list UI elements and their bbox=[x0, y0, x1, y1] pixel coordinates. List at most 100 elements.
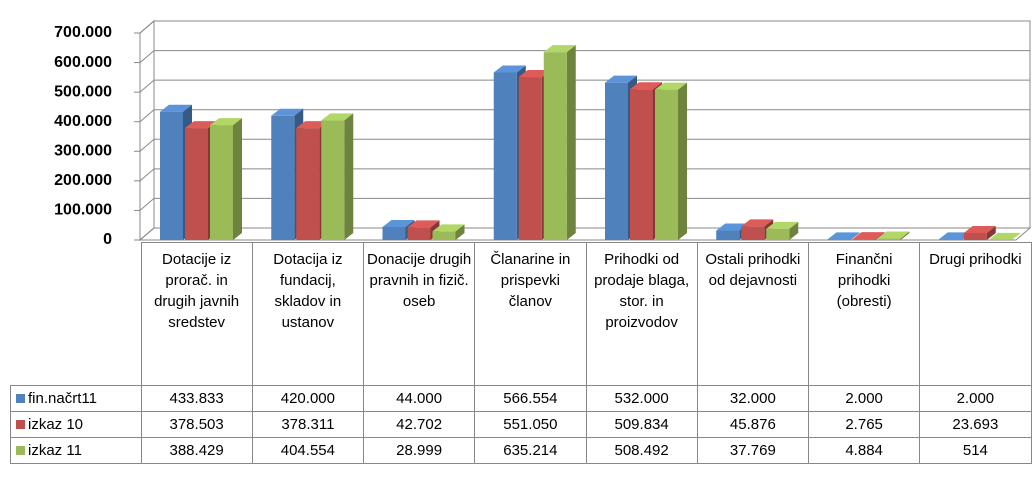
legend-label: izkaz 11 bbox=[28, 442, 82, 459]
category-label: Donacije drugih pravnih in fizič. oseb bbox=[362, 242, 476, 386]
bar bbox=[296, 128, 320, 240]
bar-top bbox=[741, 219, 774, 227]
value-cell: 635.214 bbox=[474, 437, 587, 464]
bar-top bbox=[852, 232, 885, 240]
y-tick-label: 300.000 bbox=[54, 143, 112, 160]
value-cell: 404.554 bbox=[251, 437, 365, 464]
bar-top bbox=[296, 121, 329, 129]
bar bbox=[543, 52, 567, 241]
grid-line bbox=[139, 109, 155, 123]
legend-label: izkaz 10 bbox=[28, 416, 84, 433]
value-cell: 509.834 bbox=[585, 411, 698, 438]
bar-side bbox=[789, 221, 799, 240]
bar-side bbox=[850, 232, 860, 240]
series-row: izkaz 11 388.429 404.554 28.999 635.214 508.4… bbox=[10, 437, 1032, 464]
category-label: Ostali prihodki od dejavnosti bbox=[696, 242, 810, 386]
grid-line bbox=[139, 20, 155, 34]
category-label: Dotacije iz prorač. in drugih javnih sre… bbox=[140, 242, 253, 386]
grid-line bbox=[139, 79, 155, 93]
bar-side bbox=[1011, 232, 1021, 240]
bar-side bbox=[986, 225, 996, 240]
category-label: Članarine in prispevki članov bbox=[474, 242, 587, 386]
bar-top bbox=[766, 221, 799, 229]
value-cell: 32.000 bbox=[696, 385, 810, 412]
bar-side bbox=[233, 118, 242, 240]
bar-top bbox=[210, 118, 242, 126]
bar-top bbox=[630, 82, 662, 90]
bar bbox=[605, 82, 628, 241]
value-cell: 42.702 bbox=[362, 411, 476, 438]
value-cell: 378.503 bbox=[140, 411, 253, 438]
bar bbox=[630, 89, 653, 240]
grid-line bbox=[139, 198, 155, 211]
grid-line bbox=[139, 227, 155, 241]
bar-top bbox=[493, 65, 526, 73]
legend-swatch bbox=[16, 420, 25, 429]
value-cell: 508.492 bbox=[585, 437, 698, 464]
bar bbox=[518, 77, 542, 240]
bar bbox=[655, 89, 678, 240]
bar-top bbox=[185, 121, 217, 129]
bar-top bbox=[655, 82, 687, 90]
value-cell: 37.769 bbox=[696, 437, 810, 464]
grid-line bbox=[139, 50, 155, 63]
bar bbox=[716, 230, 740, 240]
value-cell: 28.999 bbox=[362, 437, 476, 464]
y-tick-label: 0 bbox=[103, 231, 112, 248]
bar bbox=[766, 228, 790, 240]
y-tick-label: 400.000 bbox=[54, 113, 112, 130]
y-tick-label: 500.000 bbox=[54, 83, 112, 100]
bar-top bbox=[877, 231, 910, 239]
bar bbox=[877, 238, 901, 240]
bar bbox=[827, 239, 851, 240]
bar-side bbox=[455, 224, 465, 240]
bar-top bbox=[432, 224, 465, 232]
bar bbox=[963, 232, 987, 240]
bar-side bbox=[566, 45, 576, 241]
legend-entry: izkaz 10 bbox=[10, 411, 142, 438]
legend-swatch bbox=[16, 446, 25, 455]
bar bbox=[407, 227, 431, 240]
value-cell: 45.876 bbox=[696, 411, 810, 438]
bar-top bbox=[321, 113, 354, 121]
bar-side bbox=[875, 232, 885, 240]
y-tick-label: 100.000 bbox=[54, 202, 112, 219]
bar-side bbox=[900, 231, 910, 240]
side-wall bbox=[139, 19, 155, 242]
bar-side bbox=[344, 113, 354, 240]
value-cell: 4.884 bbox=[807, 437, 921, 464]
bar bbox=[271, 115, 295, 240]
category-label: Prihodki od prodaje blaga, stor. in proi… bbox=[585, 242, 698, 386]
category-label: Drugi prihodki bbox=[919, 242, 1032, 386]
category-label: Dotacija iz fundacij, skladov in ustanov bbox=[251, 242, 365, 386]
bar bbox=[185, 128, 208, 240]
value-cell: 378.311 bbox=[251, 411, 365, 438]
value-cell: 420.000 bbox=[251, 385, 365, 412]
bar-top bbox=[963, 225, 996, 233]
legend-entry: izkaz 11 bbox=[10, 437, 142, 464]
bar bbox=[321, 120, 345, 240]
bar bbox=[852, 239, 876, 240]
bar bbox=[432, 231, 456, 240]
grid-line bbox=[139, 168, 155, 182]
bar-top bbox=[271, 108, 304, 116]
grid-line bbox=[139, 138, 155, 152]
value-cell: 551.050 bbox=[474, 411, 587, 438]
bar-top bbox=[716, 223, 749, 231]
legend-label: fin.načrt11 bbox=[28, 390, 97, 407]
bar bbox=[160, 111, 183, 240]
bar-side bbox=[678, 82, 687, 240]
bar bbox=[210, 125, 233, 240]
bar-top bbox=[543, 45, 576, 53]
value-cell: 2.765 bbox=[807, 411, 921, 438]
bar bbox=[938, 239, 962, 240]
bar-top bbox=[938, 232, 971, 240]
corner bbox=[11, 243, 142, 386]
series-row: fin.načrt11 433.833 420.000 44.000 566.554 53… bbox=[10, 385, 1032, 412]
bar-top bbox=[382, 219, 415, 227]
bar bbox=[741, 226, 765, 240]
y-tick-label: 600.000 bbox=[54, 54, 112, 71]
y-tick-label: 700.000 bbox=[54, 24, 112, 41]
value-cell: 2.000 bbox=[919, 385, 1032, 412]
